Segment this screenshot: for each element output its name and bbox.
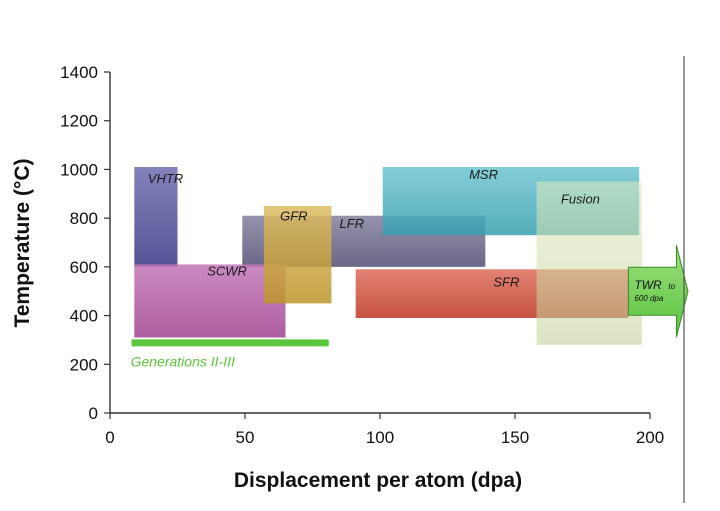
x-tick-label: 150 (501, 428, 529, 447)
twr-label: TWR (634, 278, 662, 292)
y-tick-label: 400 (70, 307, 98, 326)
region-label-sfr: SFR (493, 274, 519, 289)
region-scwr (134, 264, 286, 338)
y-tick-label: 1400 (60, 63, 98, 82)
region-label-vhtr: VHTR (148, 171, 183, 186)
region-fusion (536, 181, 642, 345)
x-ticks: 0 50 100 150 200 (105, 413, 664, 447)
generations-bar (131, 339, 329, 347)
x-tick-label: 0 (105, 428, 114, 447)
generations-label: Generations II-III (131, 353, 235, 369)
region-label-lfr: LFR (340, 216, 365, 231)
x-tick-label: 200 (636, 428, 664, 447)
y-axis-title: Temperature (°C) (11, 158, 34, 327)
region-label-fusion: Fusion (561, 192, 600, 207)
region-gfr (263, 205, 332, 304)
y-tick-label: 200 (70, 355, 98, 374)
y-tick-label: 1200 (60, 112, 98, 131)
region-label-gfr: GFR (280, 209, 307, 224)
plot-regions (134, 166, 642, 345)
x-axis-title: Displacement per atom (dpa) (234, 469, 522, 492)
twr-arrow (627, 245, 689, 338)
x-tick-label: 50 (236, 428, 255, 447)
y-tick-label: 600 (70, 258, 98, 277)
x-tick-label: 100 (366, 428, 394, 447)
region-label-msr: MSR (469, 167, 498, 182)
y-tick-label: 0 (89, 404, 98, 423)
region-vhtr (134, 166, 178, 267)
y-ticks: 0 200 400 600 800 1000 1200 1400 (60, 63, 110, 423)
twr-to-label: to (668, 282, 675, 291)
y-tick-label: 1000 (60, 160, 98, 179)
overlay-labels: VHTR LFR MSR SCWR GFR SFR Fusion Generations II… (131, 167, 689, 369)
region-label-scwr: SCWR (207, 263, 247, 278)
twr-dpa-label: 600 dpa (634, 294, 663, 303)
y-tick-label: 800 (70, 209, 98, 228)
